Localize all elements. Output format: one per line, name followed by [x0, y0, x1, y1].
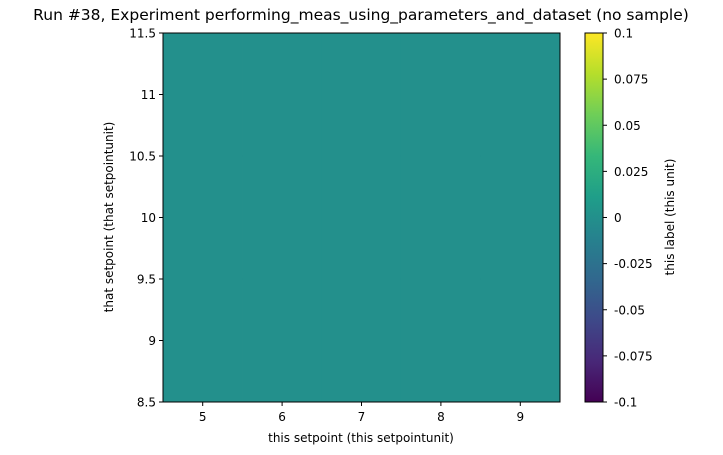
- y-tick-label: 9: [148, 334, 156, 348]
- colorbar-tick-label: -0.025: [614, 257, 653, 271]
- heatmap-cell: [162, 155, 243, 280]
- y-tick-label: 10.5: [129, 150, 156, 164]
- x-axis-label: this setpoint (this setpointunit): [268, 431, 454, 445]
- heatmap-cell: [242, 155, 323, 280]
- heatmap-cell: [321, 278, 402, 403]
- colorbar-tick-label: 0.025: [614, 165, 648, 179]
- x-tick-label: 9: [516, 410, 524, 424]
- heatmap-cell: [321, 155, 402, 280]
- colorbar-tick-label: -0.075: [614, 349, 653, 363]
- x-axis-ticks: 5 6 7 8 9: [199, 402, 524, 424]
- x-tick-label: 8: [437, 410, 445, 424]
- heatmap-cell: [321, 32, 402, 157]
- heatmap-cell: [162, 278, 243, 403]
- heatmap-cell: [400, 155, 481, 280]
- y-tick-label: 8.5: [137, 396, 156, 410]
- heatmap-cells: [162, 32, 561, 403]
- colorbar-label: this label (this unit): [663, 159, 677, 276]
- y-axis-label: that setpoint (that setpointunit): [102, 122, 116, 313]
- colorbar-tick-label: -0.1: [614, 396, 637, 410]
- heatmap-cell: [480, 155, 561, 280]
- heatmap-cell: [400, 32, 481, 157]
- colorbar: [584, 32, 604, 403]
- heatmap-cell: [162, 32, 243, 157]
- chart-title: Run #38, Experiment performing_meas_usin…: [33, 6, 689, 25]
- y-tick-label: 11: [141, 88, 156, 102]
- colorbar-tick-label: 0.1: [614, 27, 633, 41]
- y-tick-label: 10: [141, 211, 156, 225]
- x-tick-label: 7: [358, 410, 366, 424]
- heatmap-cell: [242, 32, 323, 157]
- heatmap-cell: [242, 278, 323, 403]
- y-tick-label: 11.5: [129, 27, 156, 41]
- colorbar-tick-label: 0.05: [614, 119, 641, 133]
- y-tick-label: 9.5: [137, 273, 156, 287]
- colorbar-tick-label: -0.05: [614, 303, 645, 317]
- heatmap-cell: [480, 32, 561, 157]
- colorbar-ticks: -0.1 -0.075 -0.05 -0.025 0 0.025 0.05 0.075 0.1: [603, 27, 653, 410]
- heatmap-cell: [480, 278, 561, 403]
- heatmap-cell: [400, 278, 481, 403]
- x-tick-label: 6: [278, 410, 286, 424]
- x-tick-label: 5: [199, 410, 207, 424]
- colorbar-tick-label: 0: [614, 211, 622, 225]
- y-axis-ticks: 8.5 9 9.5 10 10.5 11 11.5: [129, 27, 163, 410]
- colorbar-tick-label: 0.075: [614, 73, 648, 87]
